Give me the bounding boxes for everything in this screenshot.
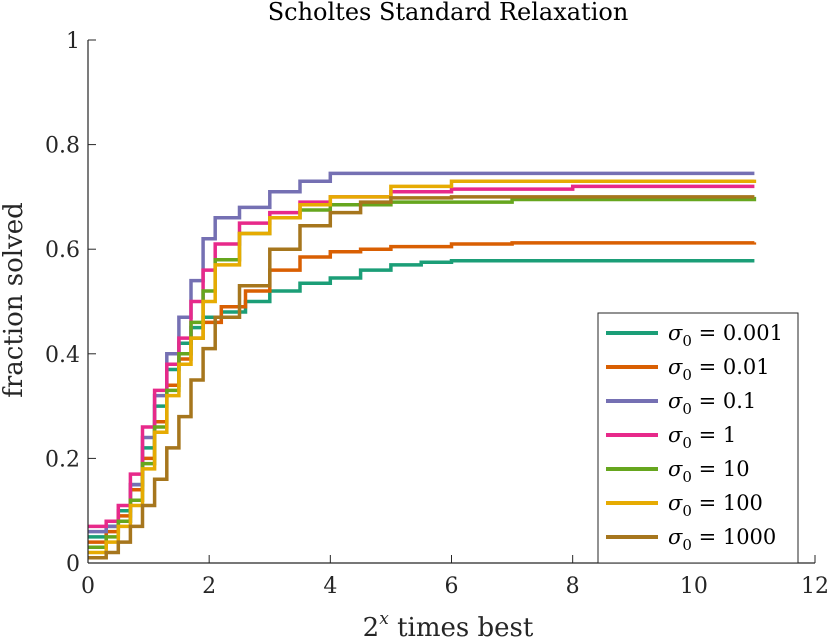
legend-sigma: σ (668, 321, 683, 345)
x-tick-label: 6 (445, 574, 459, 599)
legend-subscript: 0 (682, 400, 692, 418)
y-tick-label: 1 (66, 29, 80, 54)
legend-sigma: σ (668, 355, 683, 379)
series-layer (88, 171, 757, 560)
y-tick-label: 0 (66, 552, 80, 577)
x-tick-label: 2 (202, 574, 216, 599)
legend-entry: σ0 = 0.01 (668, 355, 770, 384)
ticks-layer: 0 2 4 6 8 10 12 0 0.2 0.4 0.6 0.8 1 (45, 29, 829, 599)
series-line-6 (88, 195, 755, 560)
legend-value: = 0.1 (692, 389, 756, 413)
legend-box (597, 312, 799, 564)
legend-value: = 0.001 (692, 321, 783, 345)
legend-entry: σ0 = 0.001 (668, 321, 783, 350)
legend-entry: σ0 = 100 (668, 491, 763, 520)
legend-sigma: σ (668, 389, 683, 413)
x-axis-label-base: 2 (363, 613, 380, 639)
legend-subscript: 0 (682, 434, 692, 452)
legend-entry: σ0 = 10 (668, 457, 750, 486)
legend-entry: σ0 = 0.1 (668, 389, 756, 418)
legend-sigma: σ (668, 491, 683, 515)
legend-value: = 100 (692, 491, 763, 515)
legend-subscript: 0 (682, 366, 692, 384)
legend-entry: σ0 = 1000 (668, 525, 776, 554)
y-axis-label: fraction solved (0, 202, 29, 398)
legend-subscript: 0 (682, 536, 692, 554)
x-tick-label: 12 (801, 574, 829, 599)
legend-subscript: 0 (682, 468, 692, 486)
y-tick-label: 0.4 (45, 343, 80, 368)
x-tick-label: 10 (680, 574, 708, 599)
legend-value: = 1 (692, 423, 736, 447)
y-tick-label: 0.8 (45, 134, 80, 159)
series-line-5 (88, 179, 757, 555)
series-line-1 (88, 241, 757, 544)
chart-title: Scholtes Standard Relaxation (268, 0, 629, 26)
legend-sigma: σ (668, 457, 683, 481)
y-tick-label: 0.2 (45, 447, 80, 472)
x-axis-label-rest: times best (389, 613, 534, 639)
x-tick-label: 4 (323, 574, 337, 599)
legend-entry: σ0 = 1 (668, 423, 736, 452)
legend-value: = 0.01 (692, 355, 770, 379)
x-tick-label: 0 (81, 574, 95, 599)
y-tick-label: 0.6 (45, 238, 80, 263)
x-tick-label: 8 (566, 574, 580, 599)
legend-sigma: σ (668, 423, 683, 447)
x-axis-label: 2x times best (363, 609, 534, 639)
legend-value: = 1000 (692, 525, 776, 549)
legend-sigma: σ (668, 525, 683, 549)
legend-subscript: 0 (682, 502, 692, 520)
legend-subscript: 0 (682, 332, 692, 350)
legend-value: = 10 (692, 457, 750, 481)
x-axis-label-sup: x (379, 609, 389, 629)
